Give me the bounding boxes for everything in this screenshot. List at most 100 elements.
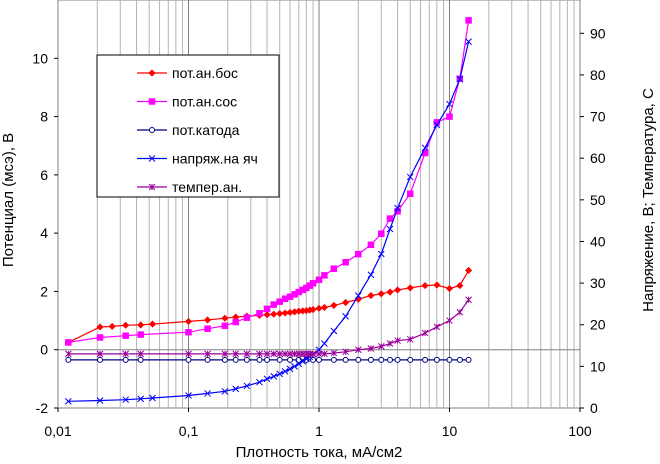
legend-swatch-marker bbox=[149, 127, 155, 133]
x-tick-label: 0,1 bbox=[179, 423, 199, 439]
data-point bbox=[243, 350, 251, 358]
data-point bbox=[185, 328, 192, 336]
data-point bbox=[421, 144, 429, 152]
data-point bbox=[316, 356, 322, 363]
data-point bbox=[355, 250, 362, 258]
legend-item: напряж.на яч bbox=[137, 151, 258, 167]
data-point bbox=[342, 259, 349, 266]
data-point bbox=[64, 397, 72, 405]
data-point bbox=[137, 350, 145, 358]
data-point bbox=[330, 327, 338, 335]
data-point bbox=[433, 356, 440, 363]
data-point bbox=[281, 350, 289, 358]
data-point bbox=[456, 308, 464, 316]
data-point bbox=[122, 332, 129, 339]
data-point bbox=[276, 356, 283, 363]
y-left-tick-label: 0 bbox=[40, 342, 48, 358]
data-point bbox=[256, 378, 263, 386]
data-point bbox=[286, 365, 294, 373]
y-left-tick-label: 4 bbox=[40, 225, 48, 241]
data-point bbox=[378, 230, 385, 237]
data-point bbox=[204, 325, 211, 332]
data-point bbox=[306, 350, 314, 358]
legend: пот.ан.бос пот.ан.сос пот.катода напряж.на … bbox=[96, 54, 280, 198]
y-right-tick-label: 0 bbox=[590, 400, 598, 416]
data-point bbox=[96, 334, 104, 341]
legend-label: пот.катода bbox=[172, 122, 240, 138]
x-tick-label: 1 bbox=[315, 423, 323, 439]
data-point bbox=[321, 272, 328, 279]
data-point bbox=[243, 356, 250, 363]
data-point bbox=[276, 298, 283, 305]
data-point bbox=[256, 310, 263, 317]
data-point bbox=[221, 387, 229, 395]
legend-label: темпер.ан. bbox=[172, 179, 242, 195]
y-left-axis-title: Потенциал (мсэ), В bbox=[0, 133, 17, 267]
data-point bbox=[263, 311, 271, 319]
x-tick-label: 10 bbox=[442, 423, 458, 439]
data-point bbox=[433, 281, 441, 289]
data-point bbox=[406, 173, 414, 181]
data-point bbox=[367, 291, 375, 300]
data-point bbox=[137, 356, 144, 363]
legend-item: темпер.ан. bbox=[137, 179, 242, 195]
data-point bbox=[394, 286, 402, 294]
data-point bbox=[465, 17, 472, 24]
data-point bbox=[263, 375, 271, 383]
data-point bbox=[367, 241, 375, 249]
data-point bbox=[263, 305, 271, 313]
data-point bbox=[221, 350, 229, 358]
data-point bbox=[65, 339, 72, 346]
data-point bbox=[421, 282, 429, 290]
data-point bbox=[276, 370, 284, 378]
data-point bbox=[446, 356, 453, 363]
data-point bbox=[321, 350, 328, 358]
data-point bbox=[465, 296, 472, 304]
data-point bbox=[367, 345, 375, 352]
data-point bbox=[445, 284, 454, 293]
data-point bbox=[232, 350, 240, 358]
data-point bbox=[65, 356, 72, 363]
y-left-tick-label: 8 bbox=[40, 109, 48, 125]
data-point bbox=[315, 350, 323, 358]
y-right-tick-label: 60 bbox=[590, 150, 606, 166]
y-right-tick-label: 10 bbox=[590, 358, 606, 374]
data-point bbox=[149, 394, 156, 402]
data-point bbox=[281, 368, 289, 375]
data-point bbox=[96, 323, 104, 331]
legend-swatch-marker bbox=[148, 69, 156, 77]
y-right-tick-label: 70 bbox=[590, 109, 606, 125]
y-left-tick-label: 2 bbox=[40, 283, 48, 299]
legend-label: пот.ан.сос bbox=[172, 94, 237, 110]
data-point bbox=[377, 250, 385, 258]
data-point bbox=[315, 276, 323, 284]
data-point bbox=[309, 350, 317, 358]
data-point bbox=[446, 317, 453, 324]
y-right-tick-label: 30 bbox=[590, 275, 606, 291]
data-point bbox=[204, 356, 211, 363]
data-point bbox=[122, 350, 130, 358]
data-point bbox=[270, 350, 278, 358]
data-point bbox=[465, 38, 472, 45]
data-point bbox=[299, 358, 307, 365]
data-point bbox=[148, 320, 157, 328]
data-point bbox=[456, 356, 463, 363]
data-point bbox=[421, 329, 429, 337]
data-point bbox=[465, 356, 472, 363]
data-point bbox=[422, 356, 429, 363]
data-point bbox=[204, 390, 211, 397]
data-point bbox=[137, 331, 144, 338]
x-axis-title: Плотность тока, мА/см2 bbox=[236, 444, 403, 461]
data-point bbox=[122, 356, 129, 363]
data-point bbox=[204, 350, 211, 358]
data-point bbox=[394, 337, 401, 344]
data-point bbox=[137, 395, 145, 403]
data-point bbox=[185, 392, 192, 399]
data-point bbox=[456, 282, 464, 290]
data-point bbox=[96, 350, 104, 358]
data-point bbox=[330, 356, 337, 363]
legend-item: пот.катода bbox=[137, 122, 240, 138]
data-point bbox=[342, 356, 349, 363]
data-point bbox=[204, 316, 212, 324]
data-point bbox=[122, 321, 130, 329]
